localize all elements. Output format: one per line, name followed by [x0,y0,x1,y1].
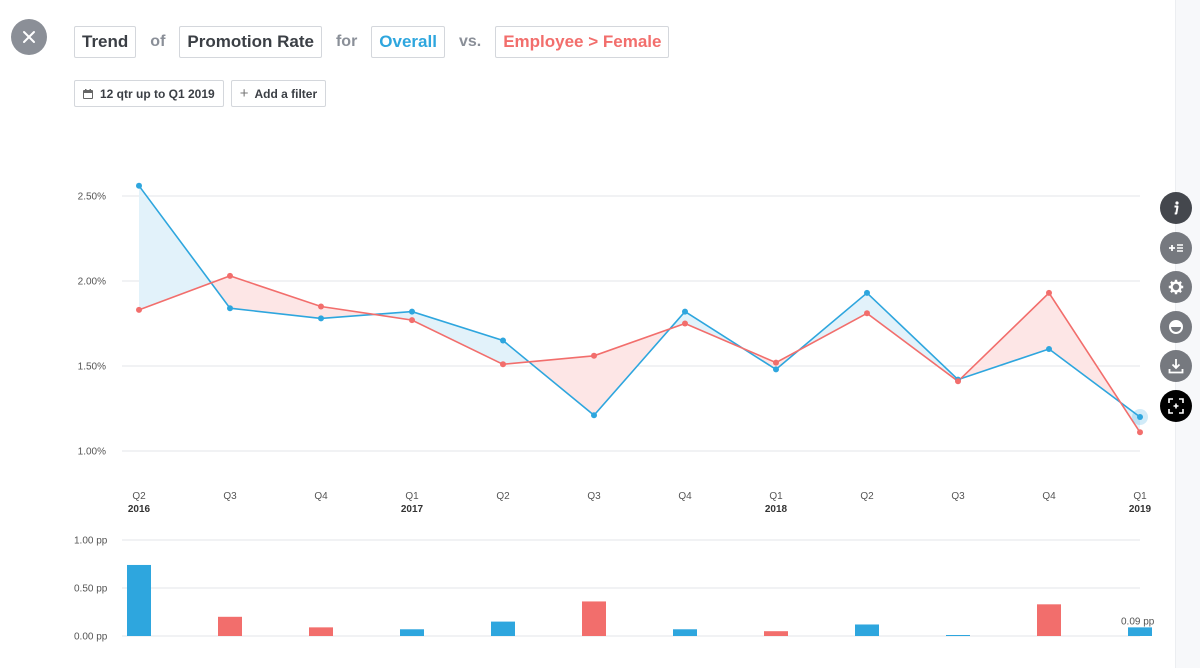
x-tick-label: Q3 [223,491,237,502]
bar-y-tick-label: 0.50 pp [74,584,108,595]
toggle-view-button[interactable] [1160,310,1192,343]
data-point-overall [773,366,779,373]
data-point-overall [227,305,233,312]
difference-bar [764,631,788,636]
difference-bar [582,601,606,636]
metric-selector[interactable]: Promotion Rate [179,26,322,58]
x-tick-year: 2019 [1129,504,1152,515]
fullscreen-icon [1168,397,1184,414]
data-point-overall [1046,346,1052,352]
x-tick-label: Q4 [678,491,692,502]
x-tick-label: Q4 [314,491,328,502]
difference-bar [946,635,970,636]
x-tick-label: Q1 [769,491,783,502]
plus-icon: + [239,85,249,102]
x-tick-label: Q1 [405,491,419,502]
difference-area [529,355,594,416]
bar-y-tick-label: 0.00 pp [74,632,108,643]
difference-area [412,311,503,365]
measure-type-selector[interactable]: Trend [74,26,137,58]
y-tick-label: 1.00% [78,447,106,458]
data-point-female [1137,429,1143,436]
close-button[interactable] [11,19,47,55]
of-label: of [150,33,166,50]
difference-bar [309,627,333,636]
y-tick-label: 1.50% [78,362,106,373]
difference-bar [1037,604,1061,636]
data-point-female [1046,289,1052,296]
download-button[interactable] [1160,350,1192,382]
x-tick-year: 2016 [128,504,151,515]
query-bar: Trend of Promotion Rate for Overall vs. … [74,25,670,59]
difference-bar [855,624,879,636]
x-tick-label: Q2 [132,491,146,502]
series-line-female [138,275,1141,433]
x-tick-label: Q2 [860,491,874,502]
x-tick-label: Q1 [1133,491,1147,502]
add-filter-label: Add a filter [254,86,318,101]
x-tick-label: Q3 [951,491,965,502]
difference-area [211,275,230,309]
data-point-female [682,320,688,327]
data-point-female [500,361,506,368]
period-filter-label: 12 qtr up to Q1 2019 [100,86,215,101]
series-line-overall [138,185,1141,418]
difference-area [230,275,321,319]
filter-row: 12 qtr up to Q1 2019 + Add a filter [74,80,327,107]
data-point-overall [864,289,870,296]
data-point-female [409,317,415,324]
close-icon [23,31,35,43]
data-point-female [227,272,233,279]
bar-y-tick-label: 1.00 pp [74,536,108,547]
add-to-list-button[interactable] [1160,231,1192,264]
difference-bar [491,621,515,636]
x-tick-label: Q4 [1042,491,1056,502]
period-filter[interactable]: 12 qtr up to Q1 2019 [74,80,224,107]
for-label: for [335,33,358,50]
x-tick-year: 2018 [765,504,788,515]
info-icon [1174,201,1179,215]
data-point-female [864,310,870,317]
vs-label: vs. [458,33,482,50]
data-point-overall [136,182,142,189]
gear-icon [1168,279,1184,295]
bar-value-label: 0.09 pp [1121,616,1155,627]
difference-bar [127,564,151,636]
difference-bar [218,616,242,636]
y-tick-label: 2.00% [78,277,106,288]
difference-bar [673,629,697,636]
x-tick-label: Q2 [496,491,510,502]
chart-toolbar [1160,192,1192,422]
y-tick-label: 2.50% [78,192,106,203]
comparison-group-selector[interactable]: Employee > Female [495,26,670,58]
calendar-icon [83,88,93,99]
data-point-overall [1137,414,1143,420]
settings-button[interactable] [1160,271,1192,303]
data-point-overall [318,315,324,322]
data-point-overall [682,308,688,315]
info-button[interactable] [1160,192,1192,224]
x-tick-year: 2017 [401,504,424,515]
data-point-overall [500,337,506,344]
data-point-overall [409,308,415,315]
fullscreen-button[interactable] [1160,389,1192,422]
data-point-overall [591,412,597,419]
data-point-female [773,359,779,366]
data-point-female [136,306,142,313]
toggle-icon [1169,319,1183,334]
add-list-icon [1169,243,1183,252]
data-point-female [591,352,597,359]
add-filter-button[interactable]: + Add a filter [230,80,327,107]
primary-group-selector[interactable]: Overall [371,26,445,58]
difference-bar [400,629,424,636]
difference-area [321,306,375,319]
difference-area [139,185,212,310]
x-tick-label: Q3 [587,491,601,502]
data-point-female [318,303,324,310]
data-point-female [955,378,961,385]
download-icon [1168,359,1184,374]
difference-bar [1128,627,1152,636]
